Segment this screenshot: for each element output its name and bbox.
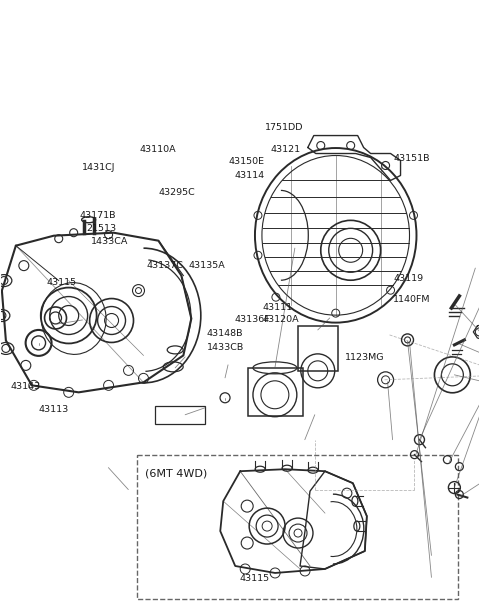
- Text: 43113: 43113: [39, 405, 69, 414]
- Text: 1140FM: 1140FM: [393, 295, 431, 304]
- Text: 43115: 43115: [240, 573, 270, 582]
- Text: 1433CB: 1433CB: [206, 343, 244, 352]
- Text: 43143: 43143: [10, 382, 40, 391]
- Text: 43119: 43119: [393, 274, 423, 283]
- Text: 1123MG: 1123MG: [345, 353, 385, 362]
- Bar: [155, 406, 205, 424]
- Text: 1431CJ: 1431CJ: [82, 163, 116, 172]
- Text: 43171B: 43171B: [80, 211, 116, 220]
- Text: 1751DD: 1751DD: [265, 122, 304, 131]
- Text: 1433CA: 1433CA: [91, 237, 128, 246]
- Text: 43148B: 43148B: [206, 329, 243, 338]
- Text: 43151B: 43151B: [393, 154, 430, 163]
- Text: 43137C: 43137C: [147, 261, 183, 270]
- Text: 43150E: 43150E: [228, 157, 264, 166]
- Text: (6MT 4WD): (6MT 4WD): [145, 469, 207, 479]
- Text: 43115: 43115: [46, 278, 76, 287]
- Text: 43120A: 43120A: [263, 315, 300, 324]
- Text: 43114: 43114: [234, 171, 264, 180]
- Text: 43110A: 43110A: [140, 145, 176, 154]
- Text: 43135A: 43135A: [189, 261, 226, 270]
- Bar: [298, 326, 338, 371]
- Bar: [248, 368, 303, 415]
- Text: 43295C: 43295C: [158, 188, 195, 197]
- Text: 43111: 43111: [263, 303, 293, 312]
- Text: 21513: 21513: [86, 224, 116, 233]
- Text: 43121: 43121: [270, 145, 300, 154]
- Bar: [137, 455, 458, 599]
- Text: 43136F: 43136F: [234, 315, 270, 324]
